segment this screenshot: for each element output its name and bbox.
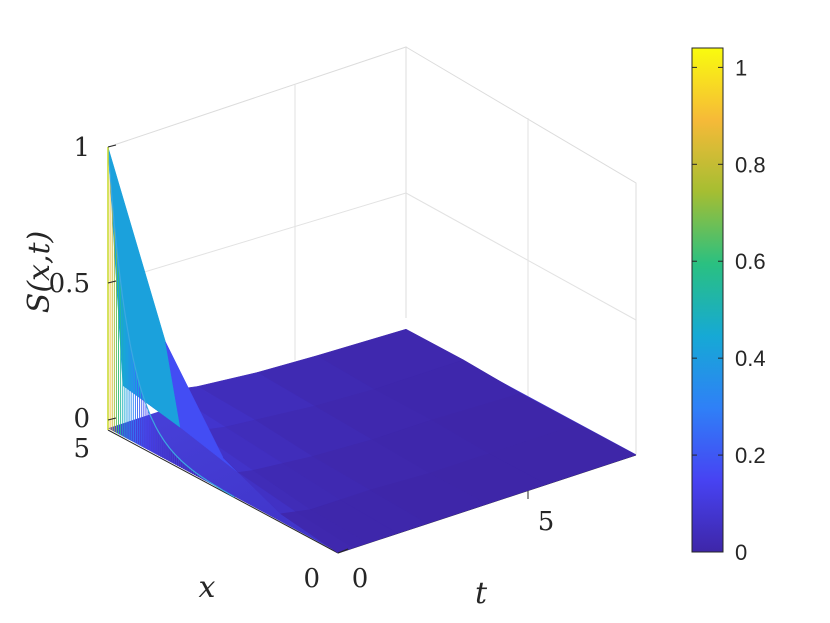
z-tick-0.5: 0.5 bbox=[49, 269, 90, 299]
colorbar-tick-label: 0 bbox=[735, 540, 747, 565]
surface-patch bbox=[279, 511, 354, 554]
x-axis-label: x bbox=[199, 570, 216, 605]
gridline-right-mid bbox=[405, 192, 637, 321]
colorbar-tick-label: 0.6 bbox=[735, 249, 766, 274]
gridline-back-mid bbox=[107, 192, 407, 284]
colorbar-ticks: 0 0.2 0.4 0.6 0.8 1 bbox=[692, 55, 766, 565]
colorbar-tick-label: 0.2 bbox=[735, 443, 766, 468]
t-tick-5: 5 bbox=[538, 507, 555, 537]
back-wall-left bbox=[107, 46, 407, 318]
z-tick-0: 0 bbox=[73, 404, 90, 434]
colorbar: 0 0.2 0.4 0.6 0.8 1 bbox=[691, 47, 766, 565]
axis-ticks bbox=[107, 144, 529, 554]
z-tick-1: 1 bbox=[73, 133, 90, 163]
t-axis-label: t bbox=[475, 576, 488, 611]
t-tick-0: 0 bbox=[352, 564, 369, 594]
x-tick-5: 5 bbox=[73, 434, 90, 464]
surface-front-curve bbox=[107, 146, 235, 498]
back-wall-right bbox=[405, 46, 637, 455]
colorbar-tick-label: 1 bbox=[735, 55, 747, 80]
colorbar-tick-label: 0.8 bbox=[735, 152, 766, 177]
colorbar-tick-label: 0.4 bbox=[735, 346, 766, 371]
z-axis-label: S(x,t) bbox=[22, 231, 57, 313]
x-axis-line bbox=[107, 429, 339, 554]
x-tick-0: 0 bbox=[303, 564, 320, 594]
surface-plot bbox=[107, 146, 637, 554]
colorbar-gradient bbox=[691, 47, 724, 553]
